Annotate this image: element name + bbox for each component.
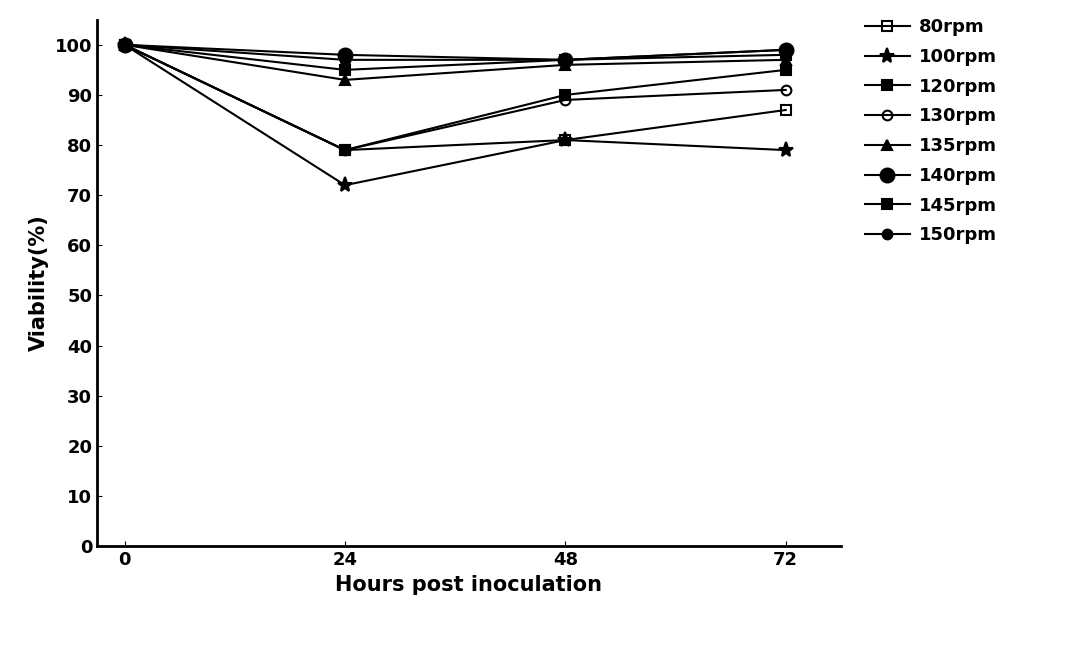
80rpm [779,106,792,114]
135rpm [338,76,351,84]
135rpm [558,61,571,69]
Legend: 80rpm, 100rpm, 120rpm, 130rpm, 135rpm, 140rpm, 145rpm, 150rpm: 80rpm, 100rpm, 120rpm, 130rpm, 135rpm, 1… [865,18,997,244]
80rpm [338,146,351,154]
80rpm [119,41,132,49]
130rpm [558,96,571,104]
145rpm [779,51,792,59]
Line: 150rpm: 150rpm [120,40,790,64]
140rpm [558,56,571,64]
135rpm [779,56,792,64]
Line: 100rpm: 100rpm [116,37,793,193]
130rpm [119,41,132,49]
140rpm [119,41,132,49]
135rpm [119,41,132,49]
100rpm [338,181,351,189]
140rpm [779,46,792,54]
100rpm [779,146,792,154]
Line: 140rpm: 140rpm [118,38,792,67]
140rpm [338,51,351,59]
120rpm [779,66,792,74]
130rpm [779,86,792,94]
120rpm [338,146,351,154]
120rpm [558,91,571,99]
Line: 145rpm: 145rpm [120,40,790,75]
Line: 130rpm: 130rpm [120,40,790,155]
80rpm [558,136,571,144]
Line: 135rpm: 135rpm [120,40,790,85]
120rpm [119,41,132,49]
150rpm [779,46,792,54]
X-axis label: Hours post inoculation: Hours post inoculation [335,574,603,595]
130rpm [338,146,351,154]
100rpm [119,41,132,49]
100rpm [558,136,571,144]
150rpm [558,56,571,64]
Line: 120rpm: 120rpm [120,40,790,155]
145rpm [558,56,571,64]
Line: 80rpm: 80rpm [120,40,790,155]
145rpm [338,66,351,74]
Y-axis label: Viability(%): Viability(%) [29,215,50,351]
145rpm [119,41,132,49]
150rpm [119,41,132,49]
150rpm [338,56,351,64]
